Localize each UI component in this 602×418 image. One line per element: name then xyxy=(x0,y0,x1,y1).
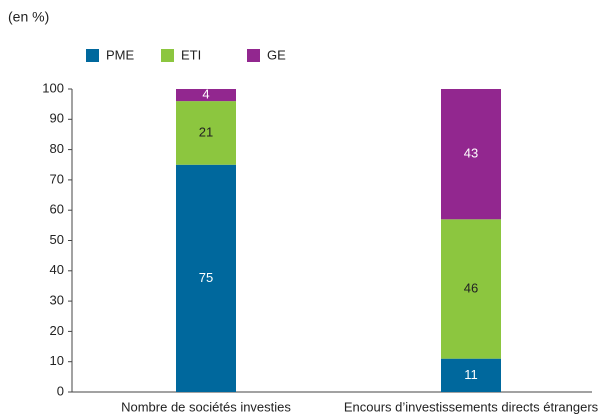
data-label: 11 xyxy=(464,367,478,382)
y-tick-label: 80 xyxy=(50,141,64,156)
legend-swatch xyxy=(161,49,174,62)
legend-swatch xyxy=(247,49,260,62)
bar-segment xyxy=(441,358,501,392)
data-label: 46 xyxy=(464,280,478,295)
bar-segment xyxy=(441,89,501,220)
y-tick-label: 100 xyxy=(42,80,64,95)
legend-label: GE xyxy=(267,47,286,62)
bar-segment xyxy=(176,89,236,102)
y-tick-label: 70 xyxy=(50,171,64,186)
data-label: 43 xyxy=(464,146,478,161)
chart-title: (en %) xyxy=(8,9,49,25)
y-tick-label: 30 xyxy=(50,293,64,308)
x-tick-label: Encours d’investissements directs étrang… xyxy=(344,399,599,414)
bar-segment xyxy=(441,219,501,359)
data-label: 4 xyxy=(202,86,209,101)
y-tick-label: 0 xyxy=(57,383,64,398)
y-tick-label: 50 xyxy=(50,232,64,247)
x-tick-label: Nombre de sociétés investies xyxy=(121,399,291,414)
data-label: 75 xyxy=(199,270,213,285)
y-tick-label: 20 xyxy=(50,323,64,338)
y-tick-label: 60 xyxy=(50,202,64,217)
bar-segment xyxy=(176,101,236,165)
data-label: 21 xyxy=(199,124,213,139)
y-tick-label: 10 xyxy=(50,353,64,368)
legend-label: ETI xyxy=(181,47,201,62)
y-tick-label: 40 xyxy=(50,262,64,277)
legend-label: PME xyxy=(106,47,135,62)
y-tick-label: 90 xyxy=(50,111,64,126)
legend-swatch xyxy=(86,49,99,62)
bar-segment xyxy=(176,164,236,392)
